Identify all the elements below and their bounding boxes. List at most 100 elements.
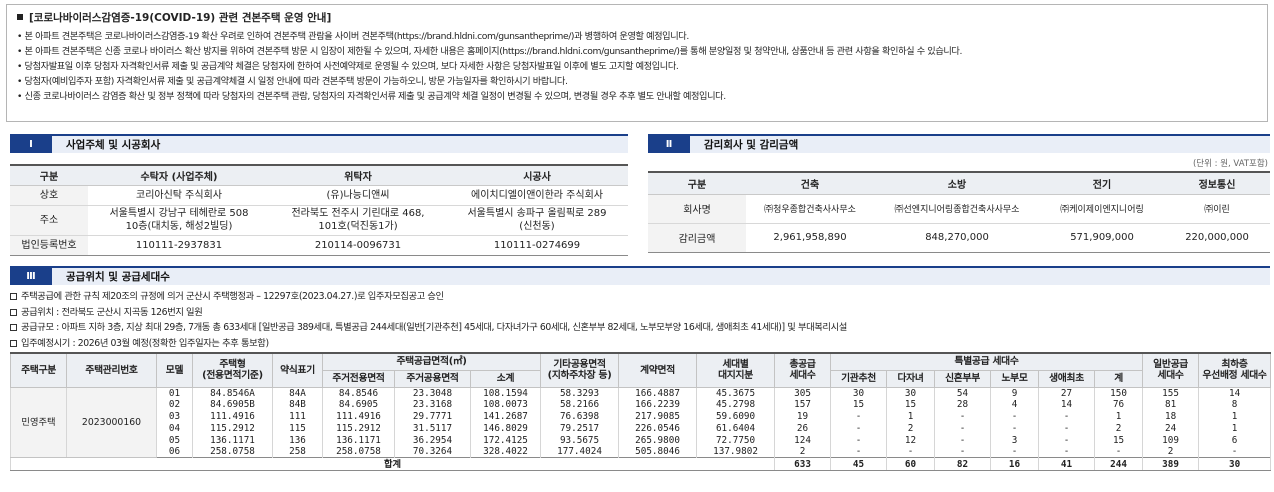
cell: 45.2798: [696, 398, 776, 411]
col-header: 정보통신: [1164, 171, 1270, 195]
col-header: 주택공급면적(㎡): [321, 352, 542, 371]
cell: 172.4125: [469, 434, 542, 446]
col-header: 수탁자 (사업주체): [88, 164, 270, 186]
cell: 03: [156, 410, 193, 423]
cell: 258.0758: [192, 445, 273, 458]
cell: 328.4022: [469, 445, 542, 458]
cell: 14: [1038, 398, 1096, 411]
col-header: 구분: [10, 164, 88, 186]
section2-number: Ⅱ: [648, 136, 690, 153]
cell: 166.2239: [618, 398, 698, 411]
cell: 111.4916: [192, 410, 273, 423]
row-label: 주소: [10, 205, 88, 236]
cell: 84.6905B: [192, 398, 273, 411]
col-header: 세대별 대지지분: [696, 352, 776, 388]
cell: 136: [272, 434, 323, 446]
table-row: 06 258.0758 258 258.0758 70.3264 328.4022 177.…: [11, 445, 1272, 458]
cell: 에이치디엘이앤이한라 주식회사: [446, 185, 628, 206]
cell: 9: [990, 387, 1040, 399]
cell: -: [1094, 445, 1144, 458]
cell: 115.2912: [322, 422, 395, 435]
info-text: 공급규모 : 아파트 지하 3층, 지상 최대 29층, 7개동 총 633세대…: [21, 322, 847, 333]
cell: -: [1038, 422, 1096, 435]
supply-info-list: 주택공급에 관한 규칙 제20조의 규정에 의거 군산시 주택행정과 – 122…: [10, 289, 1268, 351]
total-cell: 82: [934, 457, 992, 472]
cell: 150: [1094, 387, 1144, 399]
col-header: 신혼부부: [934, 370, 992, 388]
cell: 28: [934, 398, 992, 411]
management-number-cell: 2023000160: [66, 387, 157, 459]
col-header: 계: [1094, 370, 1144, 388]
cell: 108.0073: [469, 398, 542, 411]
cell: -: [990, 422, 1040, 435]
cell: 305: [774, 387, 832, 399]
cell: 136.1171: [322, 434, 395, 446]
cell: 571,909,000: [1040, 223, 1164, 253]
cell: 19: [774, 410, 832, 423]
cell: 6: [1198, 434, 1272, 446]
total-label: 합계: [9, 457, 776, 472]
col-header: 소방: [874, 171, 1040, 195]
info-item: 입주예정시기 : 2026년 03월 예정(정확한 입주일자는 추후 통보함): [10, 336, 1268, 352]
cell: 115.2912: [192, 422, 273, 435]
cell: 27: [1038, 387, 1096, 399]
info-text: 입주예정시기 : 2026년 03월 예정(정확한 입주일자는 추후 통보함): [21, 337, 269, 349]
cell: 110111-0274699: [446, 235, 628, 256]
covid-notice-box: [코로나바이러스감염증-19(COVID-19) 관련 견본주택 운영 안내] …: [6, 4, 1268, 122]
cell: 115: [272, 422, 323, 435]
cell: 136.1171: [192, 434, 273, 446]
cell: 137.9802: [696, 445, 776, 458]
cell: 84B: [272, 398, 323, 411]
cell: 177.4024: [540, 445, 620, 458]
cell: -: [934, 434, 992, 446]
cell: 76.6398: [540, 410, 620, 423]
cell: 04: [156, 422, 193, 435]
cell: 70.3264: [394, 445, 471, 458]
cell: 05: [156, 434, 193, 446]
cell: -: [990, 445, 1040, 458]
section1-title: 사업주체 및 시공회사: [66, 139, 161, 151]
cell: 14: [1198, 387, 1272, 399]
cell: 210114-0096731: [270, 235, 446, 256]
info-item: 공급규모 : 아파트 지하 3층, 지상 최대 29층, 7개동 총 633세대…: [10, 320, 1268, 336]
row-label: 법인등록번호: [10, 235, 88, 256]
col-header: 특별공급 세대수: [830, 352, 1144, 371]
cell: 02: [156, 398, 193, 411]
cell: 84A: [272, 387, 323, 399]
cell: ㈜이린: [1164, 194, 1270, 224]
col-header: 전기: [1040, 171, 1164, 195]
cell: 29.7771: [394, 410, 471, 423]
cell: 81: [1142, 398, 1200, 411]
cell: 2: [1142, 445, 1200, 458]
col-header: 소계: [469, 370, 542, 388]
cell: 15: [1094, 434, 1144, 446]
cell: -: [1198, 445, 1272, 458]
table-row: 주소 서울특별시 강남구 테헤란로 508 10층(대치동, 해성2빌딩) 전라…: [10, 205, 628, 236]
col-header: 시공사: [446, 164, 628, 186]
row-label: 상호: [10, 185, 88, 206]
cell: 141.2687: [469, 410, 542, 423]
cell: 166.4887: [618, 387, 698, 399]
cell: -: [990, 410, 1040, 423]
cell: 1: [1094, 410, 1144, 423]
cell: 79.2517: [540, 422, 620, 435]
cell: -: [886, 445, 936, 458]
cell: 58.2166: [540, 398, 620, 411]
col-header: 기타공용면적 (지하주차장 등): [540, 352, 620, 388]
cell: 505.8046: [618, 445, 698, 458]
cell: 109: [1142, 434, 1200, 446]
table-row: 감리금액 2,961,958,890 848,270,000 571,909,0…: [648, 223, 1270, 253]
cell: 24: [1142, 422, 1200, 435]
cell: 157: [774, 398, 832, 411]
cell: -: [934, 410, 992, 423]
notice-title-text: [코로나바이러스감염증-19(COVID-19) 관련 견본주택 운영 안내]: [29, 12, 332, 24]
cell: ㈜청우종합건축사사무소: [746, 194, 874, 224]
notice-item: • 당첨자발표일 이후 당첨자 자격확인서류 제출 및 공급계약 체결은 당첨자…: [17, 61, 679, 72]
cell: 58.3293: [540, 387, 620, 399]
cell: -: [830, 410, 888, 423]
col-header: 총공급 세대수: [774, 352, 832, 388]
cell: 01: [156, 387, 193, 399]
cell: 2: [774, 445, 832, 458]
cell: 220,000,000: [1164, 223, 1270, 253]
cell: 110111-2937831: [88, 235, 270, 256]
